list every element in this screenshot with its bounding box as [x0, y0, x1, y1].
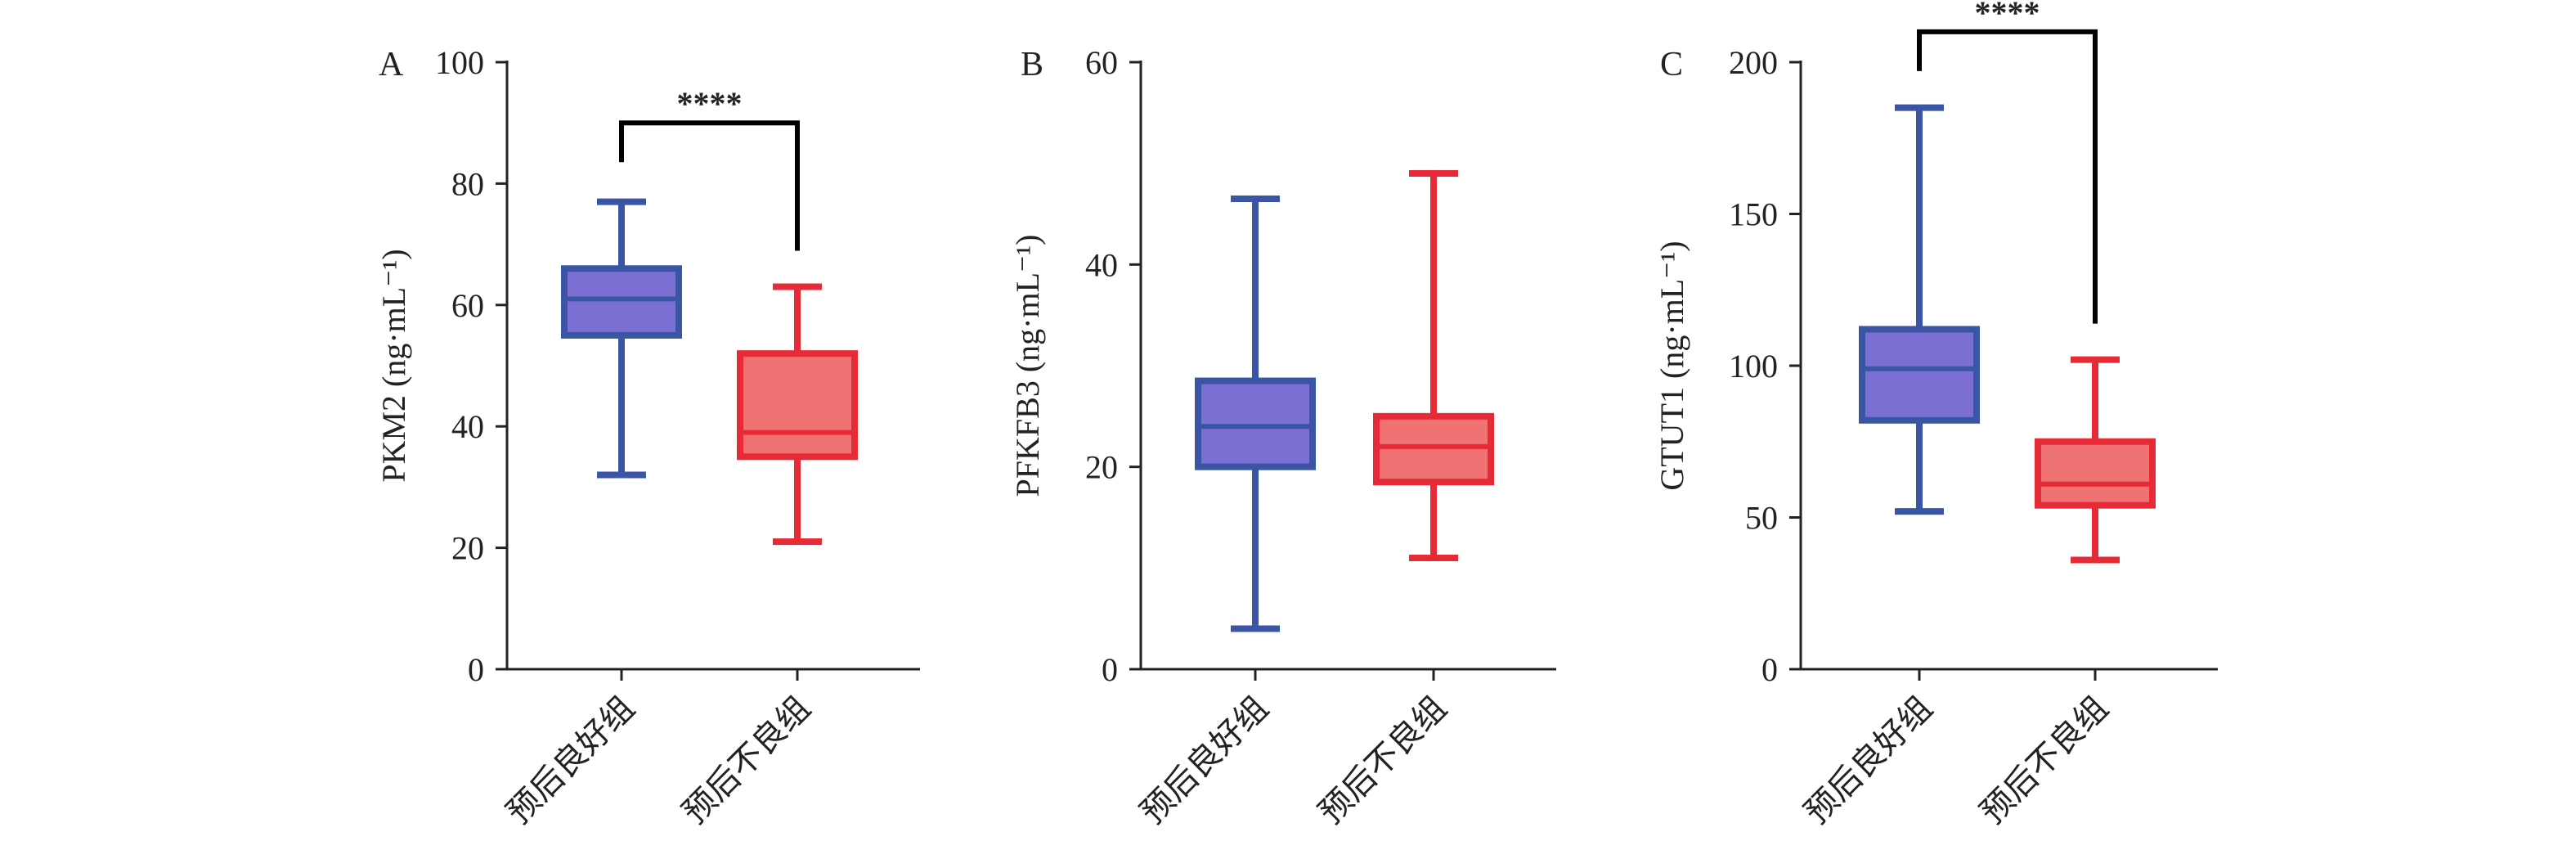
iqr-box	[561, 265, 682, 339]
box-poor-prognosis	[2035, 356, 2156, 564]
box-poor-prognosis	[1373, 170, 1494, 561]
panel-letter: B	[1021, 46, 1043, 83]
box-good-prognosis	[1859, 104, 1980, 515]
y-tick-label: 40	[451, 408, 484, 445]
significance-bracket: ****	[619, 85, 800, 251]
significance-label: ****	[1975, 0, 2040, 31]
y-tick-label: 200	[1729, 44, 1778, 81]
y-axis-label: PKM2 (ng·mL⁻¹)	[375, 249, 412, 482]
iqr-box	[1195, 377, 1316, 470]
y-tick-label: 80	[451, 165, 484, 202]
x-category-label: 预后良好组	[1133, 690, 1275, 831]
y-tick-label: 150	[1729, 196, 1778, 233]
y-tick-label: 50	[1745, 500, 1778, 537]
x-category-label: 预后不良组	[1973, 690, 2115, 831]
box-poor-prognosis	[737, 283, 858, 546]
panel-a: 0 20 40 60 80 100 A PKM2 (ng·mL⁻¹) 预后良好组 预后不良组 ***…	[375, 44, 920, 831]
box-good-prognosis	[1195, 195, 1316, 632]
panel-b: 0 20 40 60 B PFKFB3 (ng·mL⁻¹) 预后良好组 预后不良组	[1009, 44, 1556, 831]
y-tick-label: 20	[1085, 449, 1118, 486]
x-category-label: 预后不良组	[675, 690, 817, 831]
panel-letter: C	[1660, 46, 1683, 83]
iqr-box	[737, 350, 858, 461]
panel-c: 0 50 100 150 200 C GTUT1 (ng·mL⁻¹) 预后良好组 预后不良组 **…	[1654, 0, 2218, 831]
panel-letter: A	[379, 46, 404, 83]
y-tick-label: 40	[1085, 246, 1118, 283]
y-tick-label: 60	[451, 287, 484, 324]
y-tick-label: 0	[468, 651, 484, 688]
significance-bracket: ****	[1917, 0, 2098, 324]
y-tick-label: 0	[1761, 651, 1778, 688]
x-category-label: 预后良好组	[500, 690, 641, 831]
y-tick-label: 100	[435, 44, 484, 81]
y-axis-label: PFKFB3 (ng·mL⁻¹)	[1009, 235, 1046, 497]
y-tick-label: 60	[1085, 44, 1118, 81]
x-category-label: 预后不良组	[1312, 690, 1453, 831]
iqr-box	[1859, 326, 1980, 424]
y-tick-label: 100	[1729, 348, 1778, 385]
y-axis-label: GTUT1 (ng·mL⁻¹)	[1654, 241, 1690, 490]
bracket-line	[1917, 29, 2098, 324]
box-good-prognosis	[561, 198, 682, 479]
bracket-line	[619, 120, 800, 251]
y-tick-label: 0	[1102, 651, 1118, 688]
x-category-label: 预后良好组	[1797, 690, 1939, 831]
y-tick-label: 20	[451, 530, 484, 567]
iqr-box	[2035, 438, 2156, 509]
significance-label: ****	[677, 85, 743, 122]
iqr-box	[1373, 412, 1494, 486]
